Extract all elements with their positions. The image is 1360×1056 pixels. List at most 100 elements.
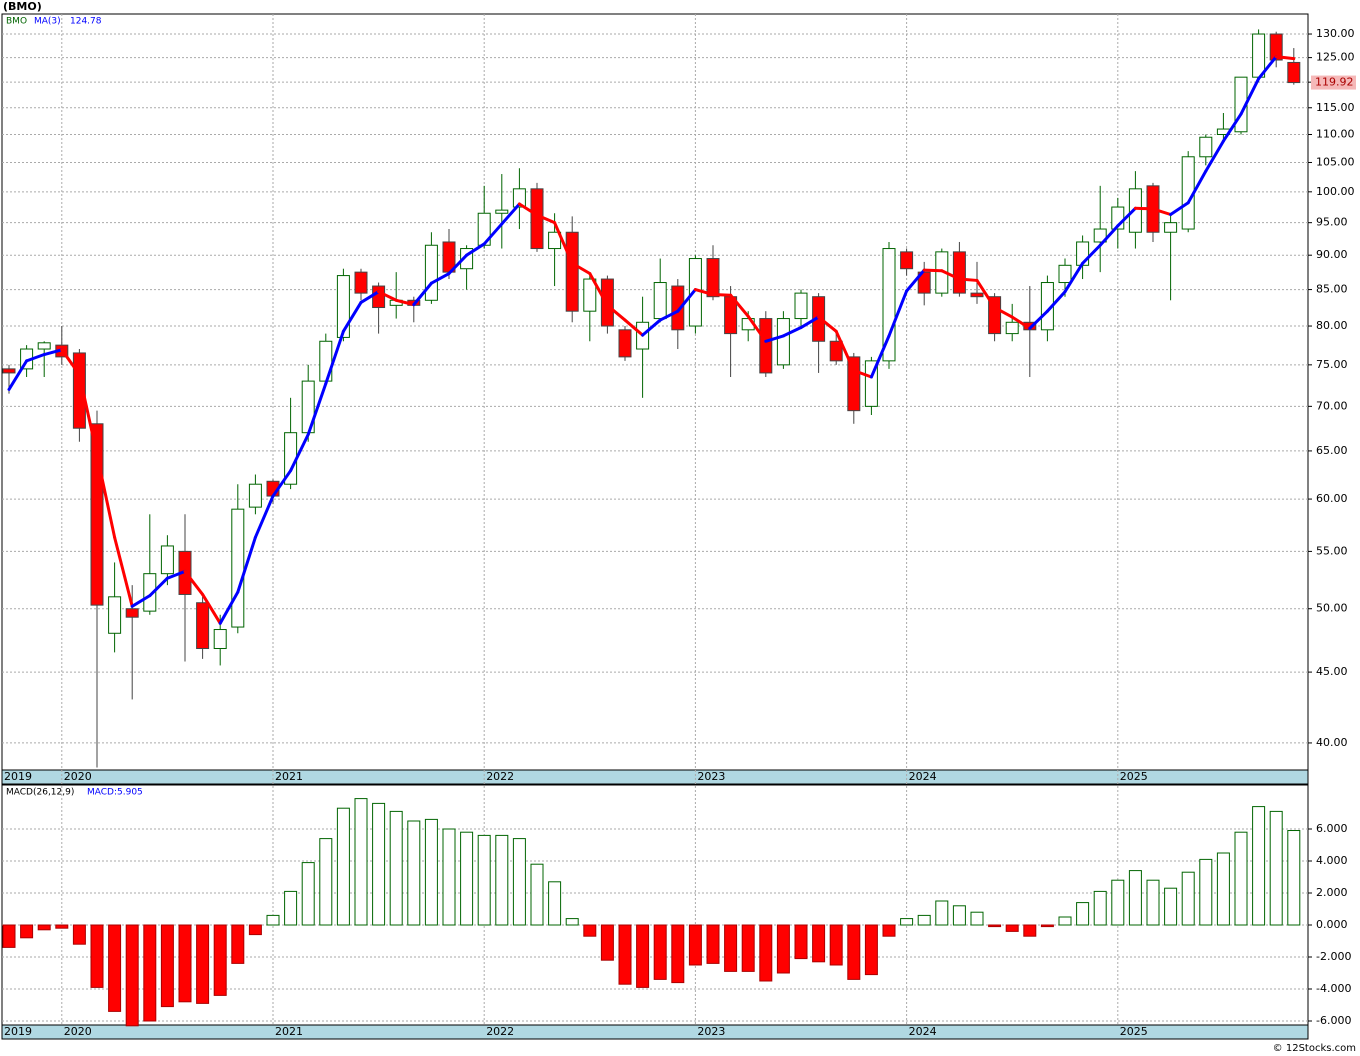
- y-tick-label: 115.00: [1316, 101, 1355, 114]
- macd-bar: [143, 924, 157, 1022]
- candle-body: [1252, 33, 1266, 78]
- ma-segment: [1151, 207, 1173, 216]
- y-tick-label: 90.00: [1316, 248, 1348, 261]
- ma-segment: [1257, 55, 1278, 81]
- macd-bar: [160, 924, 174, 1008]
- macd-bar: [90, 924, 104, 988]
- candle-body: [847, 356, 861, 412]
- candle-body: [988, 296, 1002, 335]
- candle-body: [1128, 188, 1142, 233]
- macd-bar: [1199, 858, 1213, 926]
- x-tick-label: 2021: [275, 1025, 303, 1038]
- candle-body: [213, 629, 227, 650]
- ma-segment: [77, 373, 99, 457]
- candle-body: [653, 282, 667, 320]
- macd-bar: [266, 914, 280, 926]
- ma-segment: [465, 242, 486, 257]
- ma-segment: [148, 576, 169, 598]
- candle-body: [1005, 321, 1019, 335]
- macd-bar: [583, 924, 597, 937]
- ma-segment: [817, 315, 838, 333]
- ma-segment: [799, 315, 821, 330]
- candle-body: [1199, 136, 1213, 158]
- macd-x-band: [1, 1024, 1309, 1040]
- ma-segment: [711, 293, 733, 297]
- macd-bar: [55, 924, 69, 929]
- macd-bar: [900, 918, 914, 926]
- x-tick-label: 2020: [64, 770, 92, 783]
- macd-bar: [108, 924, 122, 1012]
- y-tick-label: 80.00: [1316, 319, 1348, 332]
- ma-segment: [905, 268, 926, 293]
- ma-segment: [1098, 224, 1120, 247]
- macd-bar: [301, 862, 315, 926]
- macd-bar: [37, 924, 51, 931]
- ma-segment: [729, 293, 750, 318]
- x-tick-label: 2022: [486, 770, 514, 783]
- macd-bar: [1269, 810, 1283, 926]
- candle-body: [512, 188, 526, 208]
- macd-bar: [1252, 806, 1266, 926]
- candle-body: [336, 275, 350, 338]
- ma-segment: [60, 348, 81, 377]
- candle-body: [759, 318, 773, 374]
- macd-bar: [706, 924, 720, 964]
- candle-body: [1164, 222, 1178, 233]
- macd-bar: [407, 820, 421, 926]
- macd-bar: [2, 924, 16, 948]
- y-tick-label: 0.000: [1316, 918, 1348, 931]
- candle-body: [2, 368, 16, 374]
- ma-segment: [324, 329, 345, 386]
- ma-segment: [993, 306, 1014, 319]
- ma-segment: [852, 368, 873, 379]
- macd-bar: [618, 924, 632, 985]
- y-tick-label: 75.00: [1316, 358, 1348, 371]
- macd-bar: [988, 924, 1002, 928]
- candle-body: [952, 251, 966, 294]
- ma-segment: [218, 590, 240, 625]
- x-tick-label: 2020: [64, 1025, 92, 1038]
- y-tick-label: 130.00: [1316, 27, 1355, 40]
- macd-bar: [354, 798, 368, 926]
- ma-segment: [517, 202, 539, 217]
- x-tick-label: 2025: [1120, 1025, 1148, 1038]
- ma-segment: [1204, 139, 1225, 173]
- macd-bar: [636, 924, 650, 988]
- legend-macd-value: MACD:5.905: [87, 788, 143, 798]
- y-tick-label: 65.00: [1316, 444, 1348, 457]
- ma-segment: [764, 334, 785, 343]
- ma-segment: [183, 569, 205, 596]
- macd-bar: [319, 838, 333, 926]
- candle-body: [354, 271, 368, 294]
- ma-segment: [1221, 112, 1243, 143]
- legend-ma-value: 124.78: [70, 17, 102, 27]
- macd-bar: [829, 924, 843, 966]
- candle-body: [37, 342, 51, 350]
- ma-segment: [975, 278, 997, 310]
- macd-bar: [1146, 879, 1160, 926]
- ma-segment: [869, 334, 891, 379]
- ma-segment: [412, 281, 433, 307]
- candle-body: [143, 573, 157, 612]
- macd-bar: [284, 890, 298, 926]
- y-tick-label: 6.000: [1316, 822, 1348, 835]
- candle-body: [1093, 228, 1107, 243]
- macd-bar: [424, 818, 438, 926]
- ma-segment: [588, 272, 609, 307]
- ma-segment: [746, 314, 768, 343]
- last-price-box: [1311, 75, 1356, 90]
- y-tick-label: 125.00: [1316, 51, 1355, 64]
- macd-bar: [565, 918, 579, 926]
- macd-bar: [178, 924, 192, 1003]
- candle-body: [231, 508, 245, 628]
- candle-body: [1058, 264, 1072, 284]
- ma-segment: [236, 535, 257, 594]
- macd-bar: [688, 924, 702, 966]
- candle-body: [794, 292, 808, 320]
- ma-segment: [201, 592, 222, 625]
- ma-segment: [834, 329, 856, 372]
- ma-segment: [922, 268, 944, 273]
- candle-body: [776, 318, 790, 366]
- y-tick-label: 70.00: [1316, 399, 1348, 412]
- y-tick-label: 40.00: [1316, 736, 1348, 749]
